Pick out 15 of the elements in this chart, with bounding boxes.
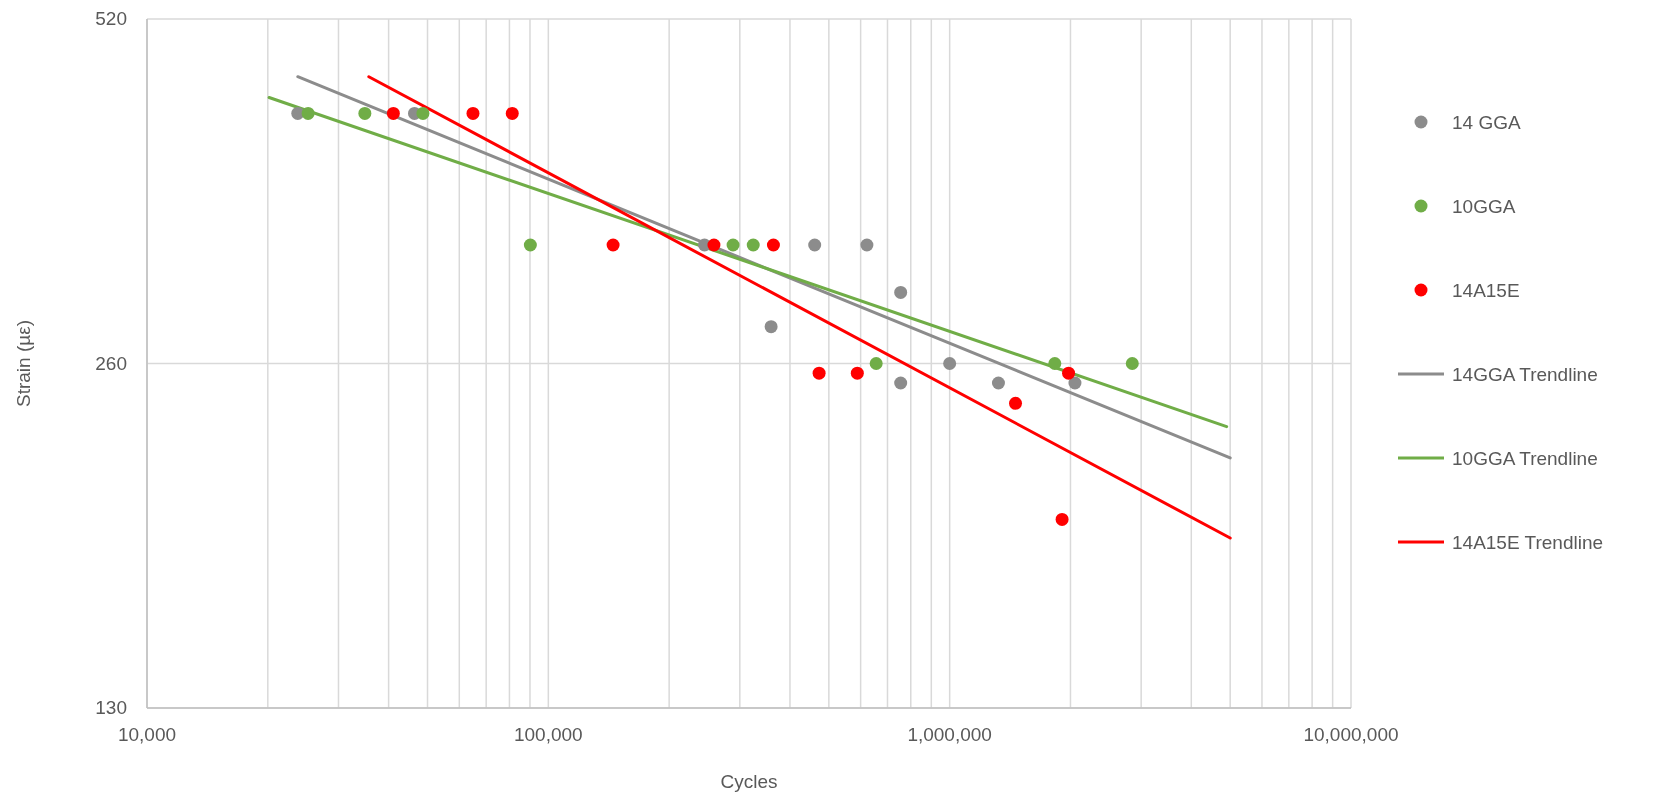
legend-label: 14A15E Trendline [1452, 532, 1604, 553]
x-axis-title: Cycles [720, 771, 778, 792]
x-tick-label: 10,000,000 [1303, 724, 1399, 745]
x-tick-label: 100,000 [513, 724, 583, 745]
y-axis-title: Strain (µε) [13, 320, 34, 407]
y-tick-label: 520 [95, 8, 127, 29]
y-tick-label: 260 [95, 352, 127, 374]
x-tick-label: 10,000 [117, 724, 177, 745]
legend-label: 14A15E [1452, 280, 1520, 301]
legend-label: 10GGA [1452, 196, 1516, 217]
x-tick-label: 1,000,000 [907, 724, 992, 745]
legend-label: 10GGA Trendline [1452, 448, 1598, 469]
y-tick-label: 130 [95, 697, 127, 718]
legend-label: 14GGA Trendline [1452, 364, 1598, 385]
legend-label: 14 GGA [1452, 112, 1521, 133]
